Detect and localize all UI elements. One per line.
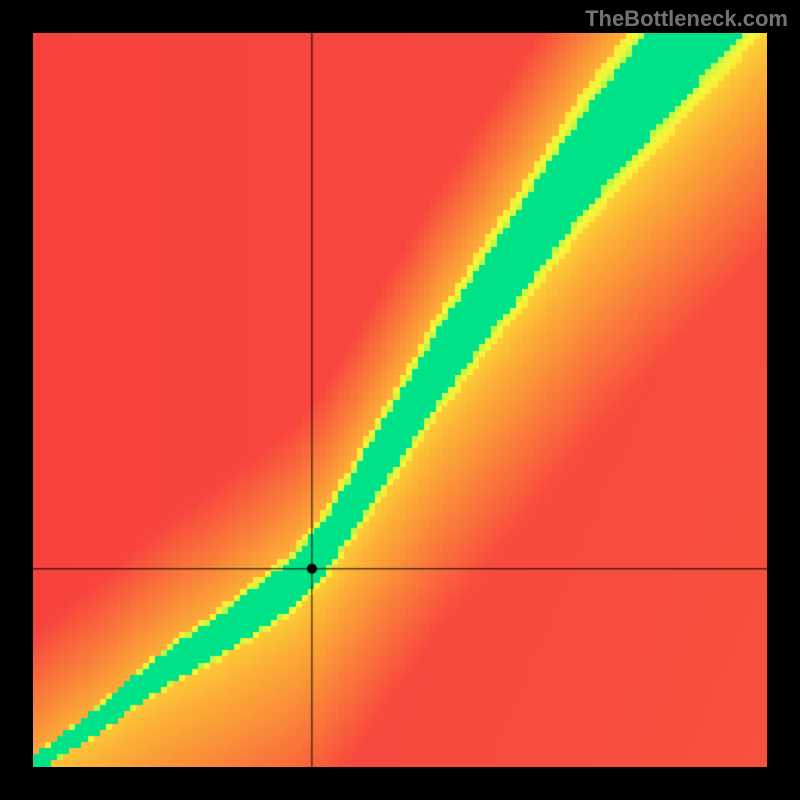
watermark-text: TheBottleneck.com — [585, 6, 788, 32]
bottleneck-heatmap — [33, 33, 767, 767]
chart-container: TheBottleneck.com — [0, 0, 800, 800]
